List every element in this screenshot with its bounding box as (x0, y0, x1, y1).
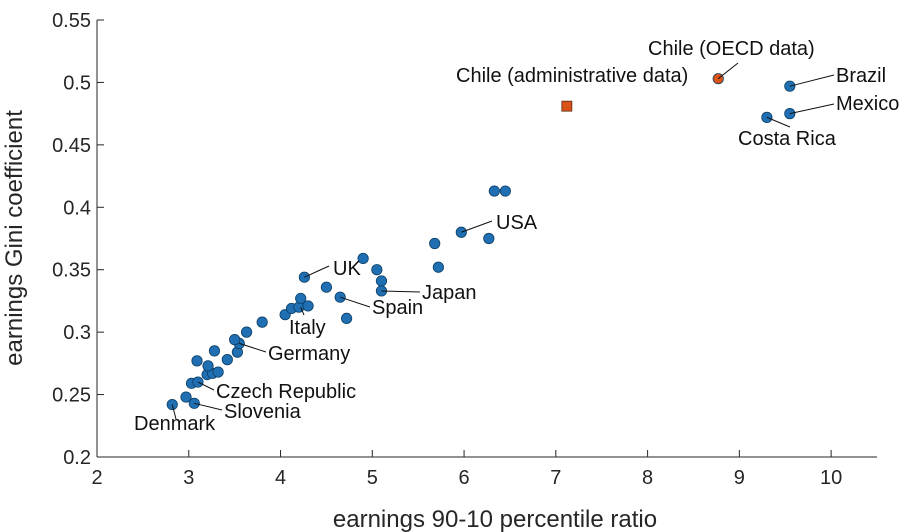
y-axis-label: earnings Gini coefficient (1, 110, 28, 366)
x-tick-label: 9 (734, 467, 745, 489)
data-point-oecd (302, 300, 314, 312)
annotation-label-italy: Italy (289, 317, 326, 339)
x-tick-label: 2 (91, 467, 102, 489)
annotation-label-germany: Germany (268, 343, 350, 365)
x-axis-label: earnings 90-10 percentile ratio (333, 506, 657, 532)
data-point-oecd (488, 185, 500, 197)
annotation-label-czech-republic: Czech Republic (216, 381, 356, 403)
annotation-leader (766, 116, 791, 128)
y-tick-label: 0.5 (63, 72, 91, 94)
y-tick-label: 0.2 (63, 447, 91, 469)
x-tick-label: 7 (550, 467, 561, 489)
data-point-oecd (180, 391, 192, 403)
x-tick-label: 4 (275, 467, 286, 489)
data-point-oecd (371, 264, 383, 276)
annotation-leader (789, 103, 835, 115)
x-tick-label: 8 (642, 467, 653, 489)
annotation-leader (340, 296, 371, 308)
annotation-label-chile-oecd-data: Chile (OECD data) (648, 38, 815, 60)
data-point-oecd (192, 376, 204, 388)
annotations: Chile (OECD data) Chile (administrative d… (134, 38, 899, 435)
data-point-oecd (483, 232, 495, 245)
data-point-oecd (375, 275, 388, 287)
x-tick-label: 10 (820, 467, 842, 489)
annotation-leader (194, 402, 223, 411)
x-tick-label: 3 (183, 467, 194, 489)
x-tick-label: 5 (367, 467, 378, 489)
annotation-label-uk: UK (333, 258, 361, 280)
data-point-oecd (334, 291, 346, 303)
data-point-oecd (202, 360, 214, 372)
data-point-oecd (357, 252, 369, 265)
annotation-leader (717, 62, 739, 80)
x-tick-label: 6 (458, 467, 469, 489)
annotation-leader (300, 306, 305, 316)
y-tick-label: 0.4 (63, 197, 91, 219)
annotation-label-costa-rica: Costa Rica (738, 128, 837, 150)
y-tick-label: 0.45 (52, 135, 91, 157)
y-tick-label: 0.3 (63, 322, 91, 344)
data-point-oecd (191, 355, 203, 367)
annotation-leader (171, 404, 177, 420)
data-point-oecd (240, 326, 253, 338)
data-point-oecd (188, 397, 200, 409)
data-point-oecd (229, 334, 241, 346)
annotation-label-denmark: Denmark (134, 413, 216, 435)
data-point-oecd (455, 226, 467, 238)
annotation-label-slovenia: Slovenia (224, 401, 302, 423)
data-point-oecd (429, 237, 441, 250)
data-point-oecd (295, 292, 307, 305)
annotation-label-mexico: Mexico (836, 93, 899, 115)
data-point-oecd (320, 281, 333, 293)
axes: 2 3 4 5 6 7 8 9 10 0.2 0.25 0.3 0.35 0.4 0.45 0.5 0.55 (52, 10, 877, 489)
annotation-leader (461, 220, 493, 233)
data-point-oecd (432, 261, 444, 273)
data-point-oecd (784, 108, 796, 120)
data-point-oecd (221, 354, 233, 366)
annotation-leader (789, 74, 835, 87)
data-point-oecd (340, 312, 353, 325)
annotation-label-usa: USA (496, 212, 538, 234)
annotation-leader (304, 265, 330, 278)
data-point-oecd (499, 185, 511, 197)
data-points (166, 73, 796, 411)
annotation-label-chile-administrative-data: Chile (administrative data) (456, 65, 688, 87)
data-point-oecd (208, 345, 221, 357)
annotation-label-brazil: Brazil (836, 65, 886, 87)
data-point-chile_admin (561, 100, 573, 112)
data-point-chile_oecd (712, 73, 724, 85)
data-point-oecd (256, 316, 268, 328)
annotation-label-japan: Japan (422, 282, 477, 304)
annotation-leader (197, 381, 215, 391)
annotation-leader (381, 290, 421, 293)
y-tick-label: 0.55 (52, 10, 91, 32)
annotation-label-spain: Spain (372, 297, 423, 319)
annotation-leader (239, 342, 267, 353)
y-tick-label: 0.25 (52, 385, 91, 407)
y-tick-label: 0.35 (52, 260, 91, 282)
data-point-oecd (212, 366, 224, 378)
